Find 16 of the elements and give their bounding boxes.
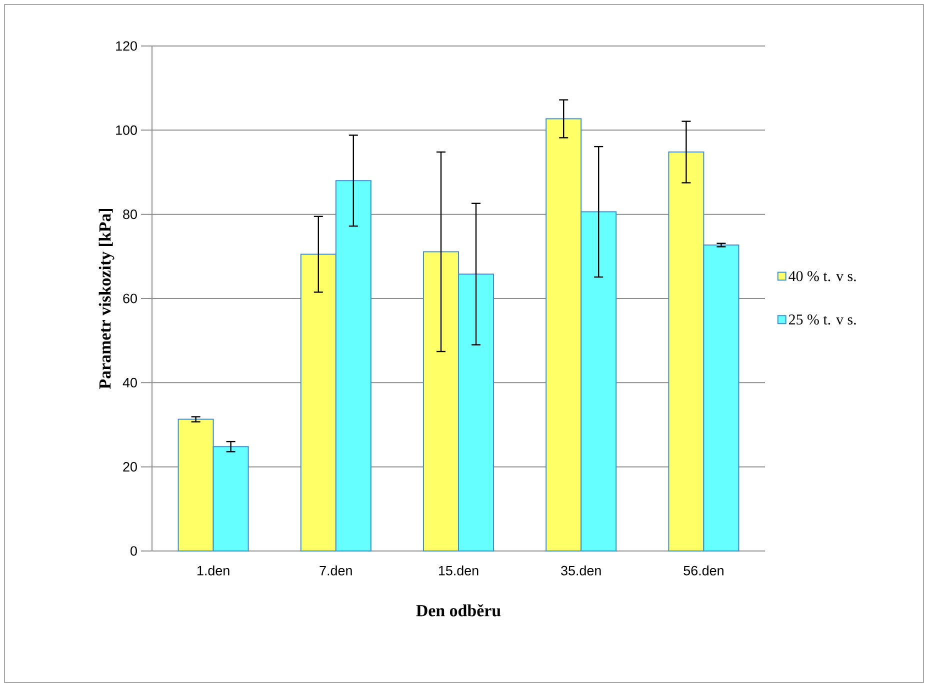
legend-label: 40 % t. v s. — [788, 271, 856, 282]
y-tick-label: 80 — [123, 210, 137, 220]
x-tick-label: 1.den — [198, 566, 230, 576]
x-tick-label: 15.den — [438, 566, 478, 576]
y-tick-label: 100 — [116, 125, 137, 135]
x-axis-title: Den odběru — [416, 604, 501, 616]
legend-label: 25 % t. v s. — [788, 314, 856, 325]
y-tick-label: 40 — [122, 378, 137, 388]
y-tick-label: 20 — [123, 462, 137, 472]
x-tick-label: 7.den — [320, 566, 352, 576]
y-axis-title: Parametr viskozity [kPa] — [98, 208, 114, 389]
y-tick-label: 0 — [130, 546, 137, 556]
x-tick-label: 35.den — [561, 566, 601, 576]
y-tick-label: 60 — [123, 294, 137, 304]
x-tick-label: 56.den — [684, 566, 724, 576]
y-tick-label: 120 — [116, 41, 137, 51]
